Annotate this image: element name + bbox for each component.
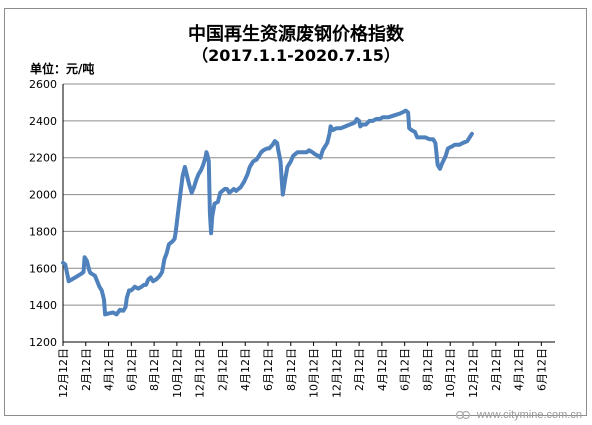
y-tick-label: 1200 [29, 336, 57, 349]
y-tick-label: 1800 [29, 225, 57, 238]
chart-subtitle: （2017.1.1-2020.7.15） [192, 46, 400, 65]
y-tick-label: 1400 [29, 299, 57, 312]
x-tick-label: 6月12日 [399, 348, 412, 391]
y-tick-label: 2400 [29, 115, 57, 128]
y-tick-label: 2600 [29, 78, 57, 91]
y-tick-label: 2000 [29, 189, 57, 202]
x-tick-label: 2月12日 [490, 348, 503, 391]
y-axis-unit-label: 单位：元/吨 [30, 62, 95, 76]
x-tick-label: 4月12日 [376, 348, 389, 391]
watermark-text: www.citymine.com.cn [476, 409, 582, 421]
chart-title: 中国再生资源废钢价格指数 [188, 24, 404, 45]
x-tick-label: 6月12日 [535, 348, 548, 391]
x-tick-label: 6月12日 [262, 348, 275, 391]
x-tick-label: 4月12日 [103, 348, 116, 391]
x-tick-label: 12月12日 [330, 348, 343, 398]
x-tick-label: 12月12日 [467, 348, 480, 398]
x-tick-label: 10月12日 [444, 348, 457, 398]
x-tick-label: 2月12日 [216, 348, 229, 391]
citymine-logo-icon [455, 410, 470, 419]
x-tick-label: 12月12日 [57, 348, 70, 398]
x-tick-label: 2月12日 [80, 348, 93, 391]
y-tick-label: 2200 [29, 152, 57, 165]
x-tick-label: 6月12日 [125, 348, 138, 391]
x-tick-label: 2月12日 [353, 348, 366, 391]
x-tick-label: 10月12日 [308, 348, 321, 398]
x-tick-label: 8月12日 [148, 348, 161, 391]
y-tick-label: 1600 [29, 262, 57, 275]
watermark: www.citymine.com.cn [455, 409, 582, 421]
x-tick-label: 8月12日 [421, 348, 434, 391]
x-tick-label: 12月12日 [194, 348, 207, 398]
price-index-series-line [61, 108, 474, 317]
x-tick-label: 4月12日 [239, 348, 252, 391]
x-tick-label: 8月12日 [285, 348, 298, 391]
x-tick-label: 4月12日 [513, 348, 526, 391]
chart-frame [4, 8, 587, 416]
x-tick-label: 10月12日 [171, 348, 184, 398]
